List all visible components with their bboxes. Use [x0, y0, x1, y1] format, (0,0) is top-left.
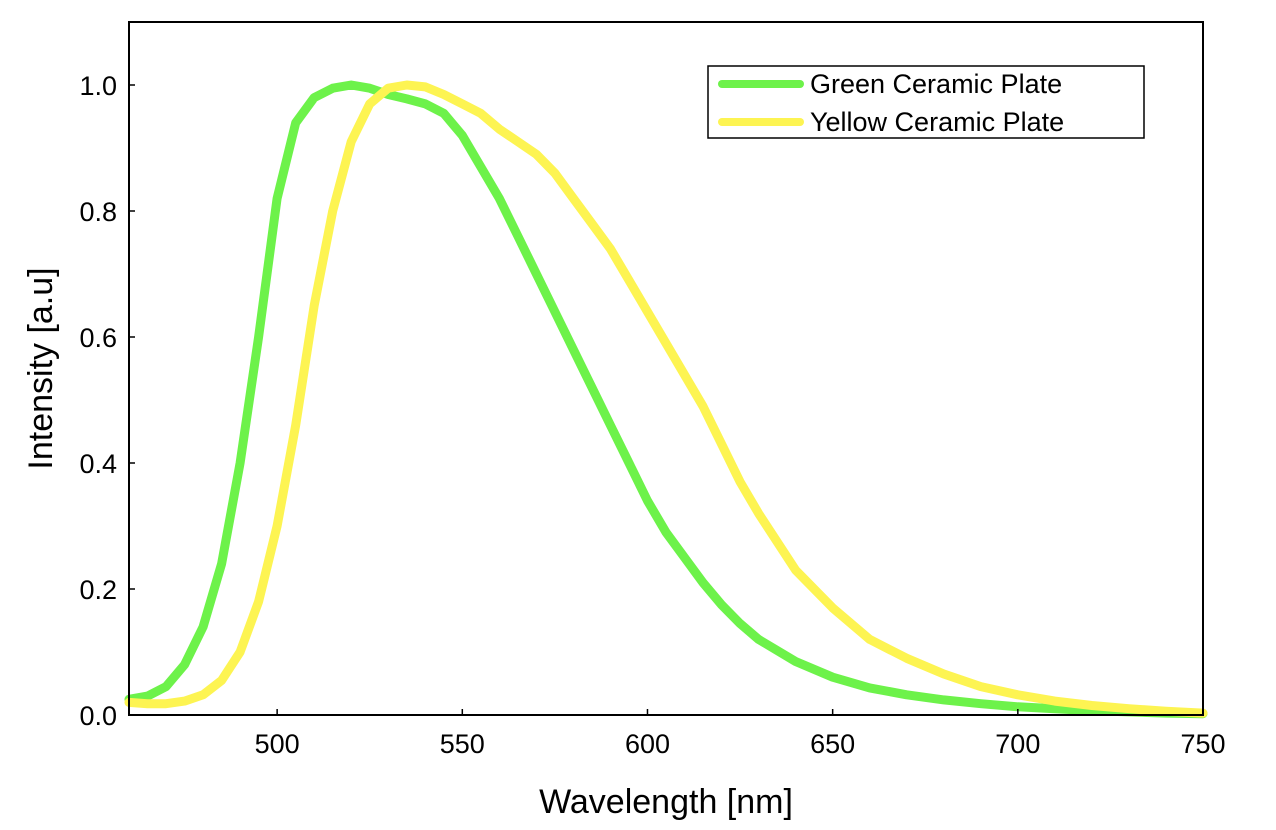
plot-frame [128, 21, 1204, 716]
x-tick-label: 750 [1180, 729, 1225, 759]
y-tick-label: 1.0 [79, 71, 117, 101]
series-line-yellow [124, 80, 1208, 718]
series-line-green [124, 80, 1208, 719]
legend: Green Ceramic Plate Yellow Ceramic Plate [707, 65, 1145, 139]
series-layer [124, 80, 1208, 719]
x-axis: 500 550 600 650 700 750 [255, 709, 1226, 759]
legend-label-green: Green Ceramic Plate [810, 69, 1062, 99]
y-axis: 0.0 0.2 0.4 0.6 0.8 1.0 [79, 71, 135, 731]
x-tick-label: 700 [995, 729, 1040, 759]
y-tick-label: 0.0 [79, 701, 117, 731]
x-tick-label: 500 [255, 729, 300, 759]
x-axis-title: Wavelength [nm] [539, 783, 793, 821]
y-tick-label: 0.6 [79, 323, 117, 353]
x-tick-label: 550 [440, 729, 485, 759]
x-tick-label: 600 [625, 729, 670, 759]
legend-label-yellow: Yellow Ceramic Plate [810, 107, 1064, 137]
x-tick-label: 650 [810, 729, 855, 759]
y-axis-title: Intensity [a.u] [22, 267, 60, 469]
y-tick-label: 0.4 [79, 449, 117, 479]
y-tick-label: 0.8 [79, 197, 117, 227]
y-tick-label: 0.2 [79, 575, 117, 605]
